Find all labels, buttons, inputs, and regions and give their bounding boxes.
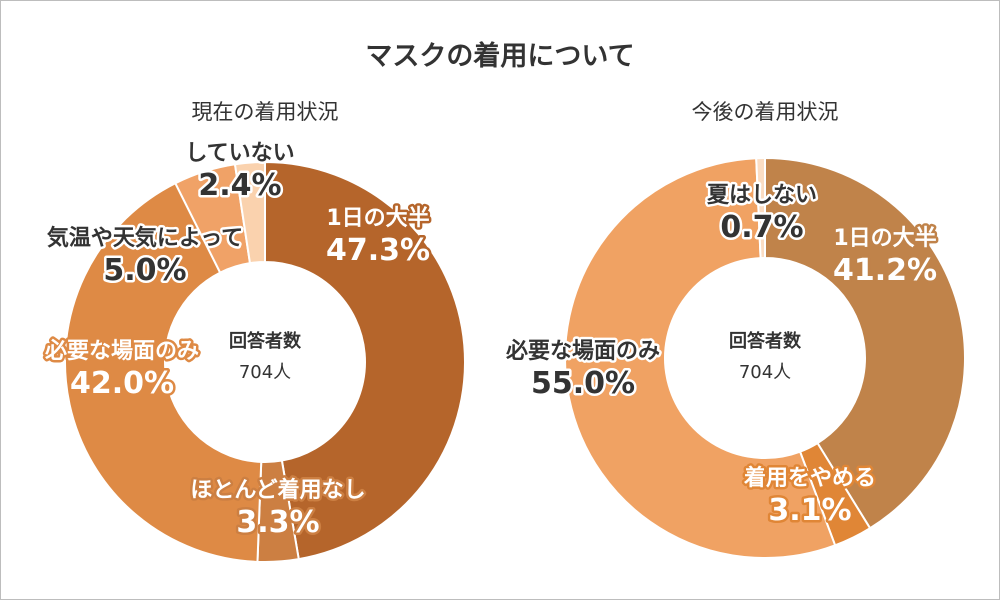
left-label-percent-2: 42.0% [70, 366, 174, 401]
left-center-respondents-count: 704人 [239, 362, 291, 383]
right-label-name-3: 夏はしない [707, 183, 817, 208]
left-donut-slice-2 [64, 181, 263, 563]
left-donut-chart [64, 160, 466, 563]
left-label-percent-3: 5.0% [103, 253, 186, 288]
right-center-respondents-label: 回答者数 [729, 330, 802, 352]
left-label-name-3: 気温や天気によって [47, 225, 243, 251]
right-donut-chart [564, 156, 966, 559]
right-label-percent-0: 41.2% [833, 253, 937, 288]
left-donut-slice-0 [264, 160, 466, 561]
left-label-percent-0: 47.3% [326, 233, 430, 268]
right-chart-subtitle: 今後の着用状況 [691, 100, 839, 124]
chart-title: マスクの着用について [365, 41, 635, 72]
left-label-name-4: していない [185, 141, 294, 166]
right-label-percent-2: 55.0% [531, 366, 635, 401]
right-donut-slice-0 [764, 156, 966, 530]
right-donut-slice-2 [564, 157, 837, 559]
left-label-name-0: 1日の大半 [326, 206, 429, 231]
right-label-name-0: 1日の大半 [833, 226, 936, 251]
slice-labels: 1日の大半47.3%ほとんど着用なし3.3%必要な場面のみ42.0%気温や天気に… [42, 139, 939, 543]
right-label-percent-3: 0.7% [720, 210, 803, 245]
right-label-percent-1: 3.1% [768, 493, 851, 528]
right-center-respondents-count: 704人 [739, 362, 791, 383]
right-donut-slice-3 [755, 156, 766, 260]
left-chart-subtitle: 現在の着用状況 [191, 100, 339, 124]
left-center-respondents-label: 回答者数 [229, 330, 302, 352]
right-label-name-2: 必要な場面のみ [506, 338, 660, 364]
left-label-name-2: 必要な場面のみ [45, 338, 199, 364]
left-label-name-1: ほとんど着用なし [190, 477, 365, 503]
left-label-percent-1: 3.3% [236, 505, 319, 540]
right-label-name-1: 着用をやめる [743, 465, 876, 491]
left-donut-slice-4 [233, 160, 266, 265]
left-label-percent-4: 2.4% [198, 168, 281, 203]
